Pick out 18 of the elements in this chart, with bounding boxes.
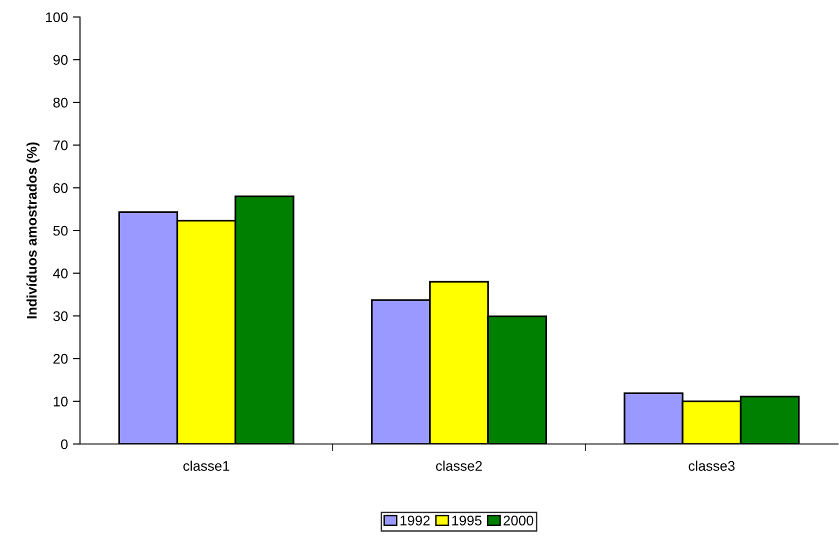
x-tick-label: classe3 bbox=[688, 460, 735, 471]
y-tick-label: 50 bbox=[53, 226, 68, 236]
y-tick-label: 20 bbox=[53, 354, 68, 364]
y-tick-label: 60 bbox=[53, 183, 68, 193]
y-tick-label: 80 bbox=[53, 98, 68, 108]
y-axis-title: Indivíduos amostrados (%) bbox=[26, 142, 40, 318]
y-tick-label: 90 bbox=[53, 55, 68, 65]
legend-label: 1995 bbox=[452, 516, 482, 526]
y-tick-label: 0 bbox=[61, 439, 68, 450]
y-tick-label: 30 bbox=[53, 311, 68, 322]
y-tick-label: 70 bbox=[53, 140, 68, 150]
y-tick-label: 40 bbox=[53, 268, 68, 278]
y-tick-label: 100 bbox=[46, 12, 68, 22]
legend-label: 1992 bbox=[400, 516, 430, 526]
legend-label: 2000 bbox=[504, 516, 534, 526]
x-tick-label: classe2 bbox=[436, 460, 482, 471]
y-tick-label: 10 bbox=[54, 396, 68, 406]
x-tick-label: classe1 bbox=[183, 460, 230, 471]
